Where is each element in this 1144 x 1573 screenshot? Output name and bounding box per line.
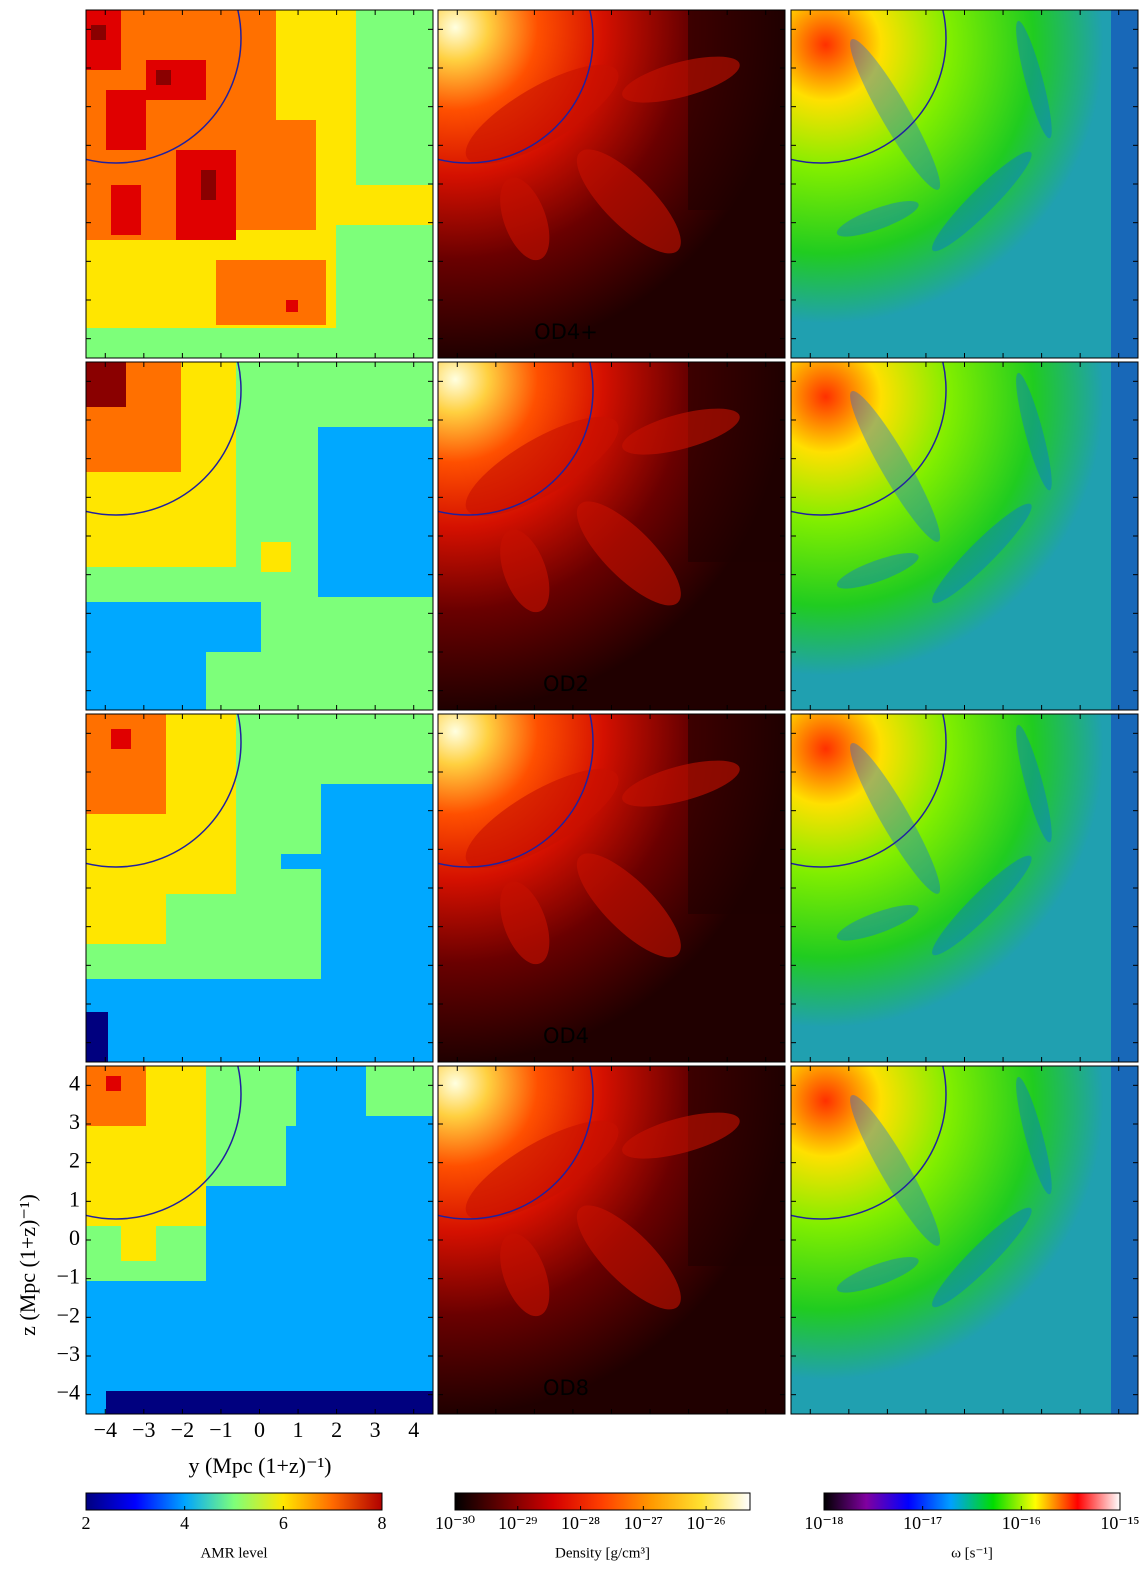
colorbar-tick-label: 10⁻¹⁷ [903, 1513, 942, 1533]
x-tick-label: 0 [254, 1417, 265, 1442]
vorticity-map [791, 362, 1138, 710]
refinement-block [86, 1066, 146, 1126]
colorbar [86, 1493, 382, 1510]
y-tick-label: 4 [69, 1070, 80, 1095]
density-void [688, 1066, 785, 1266]
refinement-block [146, 60, 206, 100]
colorbar-tick-label: 10⁻¹⁸ [804, 1513, 843, 1533]
refinement-block [86, 979, 433, 1062]
x-tick-label: −2 [171, 1417, 194, 1442]
colorbar-tick-label: 6 [279, 1513, 288, 1533]
x-tick-label: 4 [408, 1417, 419, 1442]
colorbar-tick-label: 4 [180, 1513, 189, 1533]
y-tick-label: 2 [69, 1148, 80, 1173]
refinement-block [356, 10, 433, 185]
refinement-block [366, 1066, 433, 1116]
y-tick-label: 0 [69, 1225, 80, 1250]
colorbar-label: Density [g/cm³] [555, 1545, 650, 1561]
density-void [688, 10, 785, 210]
refinement-block [281, 854, 321, 869]
refinement-block [106, 1076, 121, 1091]
colorbar [824, 1493, 1120, 1510]
refinement-block [206, 1126, 286, 1186]
refinement-block [91, 25, 106, 40]
refinement-block [156, 70, 171, 85]
refinement-block [111, 729, 131, 749]
refinement-block [106, 1391, 433, 1414]
refinement-block [216, 260, 326, 325]
x-tick-label: −4 [94, 1417, 117, 1442]
density-void [688, 714, 785, 914]
refinement-block [86, 894, 166, 944]
y-tick-label: −1 [57, 1264, 80, 1289]
colorbar-tick-label: 2 [82, 1513, 91, 1533]
colorbar-tick-label: 10⁻²⁶ [687, 1513, 726, 1533]
colorbar-label: ω [s⁻¹] [951, 1545, 993, 1561]
refinement-block [86, 1012, 108, 1062]
y-tick-label: −2 [57, 1302, 80, 1327]
row-label: OD8 [543, 1376, 589, 1400]
colorbar-tick-label: 10⁻²⁹ [498, 1513, 537, 1533]
panel-amr [0, 0, 433, 358]
colorbar-tick-label: 10⁻²⁸ [561, 1513, 600, 1533]
refinement-block [111, 185, 141, 235]
refinement-block [206, 1066, 296, 1126]
density-void [688, 362, 785, 562]
refinement-block [201, 170, 216, 200]
x-tick-label: 3 [370, 1417, 381, 1442]
x-tick-label: 2 [331, 1417, 342, 1442]
figure: OD4+ OD2 OD4 OD8 −4 −3 −2 −1 0 1 2 3 4 −4 −3 −2 −1 0 1 2 3 4 y… [0, 0, 1144, 1573]
row-label: OD4+ [534, 320, 598, 344]
refinement-block [121, 1226, 156, 1261]
y-tick-label: 1 [69, 1186, 80, 1211]
refinement-block [318, 427, 433, 597]
colorbar-label: AMR level [200, 1545, 267, 1561]
refinement-block [86, 362, 126, 407]
colorbar-tick-label: 10⁻²⁷ [624, 1513, 663, 1533]
y-tick-label: −3 [57, 1341, 80, 1366]
y-tick-label: −4 [57, 1380, 80, 1405]
vorticity-map [791, 10, 1138, 358]
refinement-block [206, 602, 261, 652]
refinement-block [86, 602, 206, 710]
row-label: OD2 [543, 672, 589, 696]
x-tick-label: −1 [209, 1417, 232, 1442]
x-tick-label: −3 [132, 1417, 155, 1442]
y-tick-label: 3 [69, 1109, 80, 1134]
row-label: OD4 [543, 1024, 589, 1048]
refinement-block [291, 1166, 433, 1281]
refinement-block [261, 542, 291, 572]
colorbar-tick-label: 10⁻³⁰ [435, 1513, 475, 1533]
colorbar-tick-label: 8 [378, 1513, 387, 1533]
x-tick-label: 1 [293, 1417, 304, 1442]
vorticity-map [791, 1066, 1138, 1414]
y-axis-label: z (Mpc (1+z)⁻¹) [15, 1194, 40, 1336]
colorbar-tick-label: 10⁻¹⁵ [1100, 1513, 1139, 1533]
refinement-block [106, 90, 146, 150]
refinement-block [286, 300, 298, 312]
x-axis-label: y (Mpc (1+z)⁻¹) [188, 1453, 331, 1478]
colorbar-tick-label: 10⁻¹⁶ [1002, 1513, 1041, 1533]
vorticity-map [791, 714, 1138, 1062]
